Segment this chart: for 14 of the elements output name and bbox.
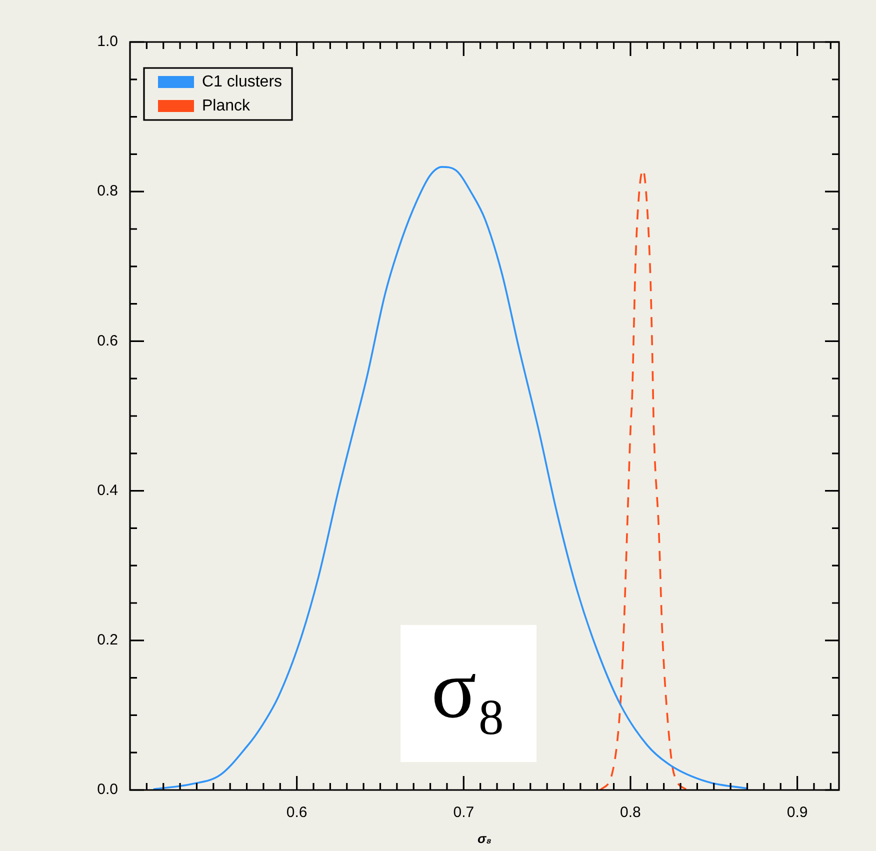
x-tick-label: 0.9	[786, 804, 808, 822]
x-tick-label: 0.8	[620, 804, 641, 822]
legend-label: Planck	[202, 97, 252, 114]
y-tick-label: 1.0	[97, 33, 118, 50]
x-tick-label: 0.7	[453, 804, 474, 822]
y-tick-label: 0.4	[97, 482, 118, 499]
y-tick-label: 0.8	[97, 182, 118, 200]
y-tick-label: 0.2	[97, 632, 118, 649]
legend-label: C1 clusters	[202, 73, 282, 90]
x-axis-title: σ₈	[478, 831, 492, 846]
annotation: σ₈	[431, 643, 506, 736]
y-tick-label: 0.0	[97, 781, 118, 798]
x-tick-label: 0.6	[286, 804, 308, 822]
y-tick-label: 0.6	[97, 332, 118, 350]
